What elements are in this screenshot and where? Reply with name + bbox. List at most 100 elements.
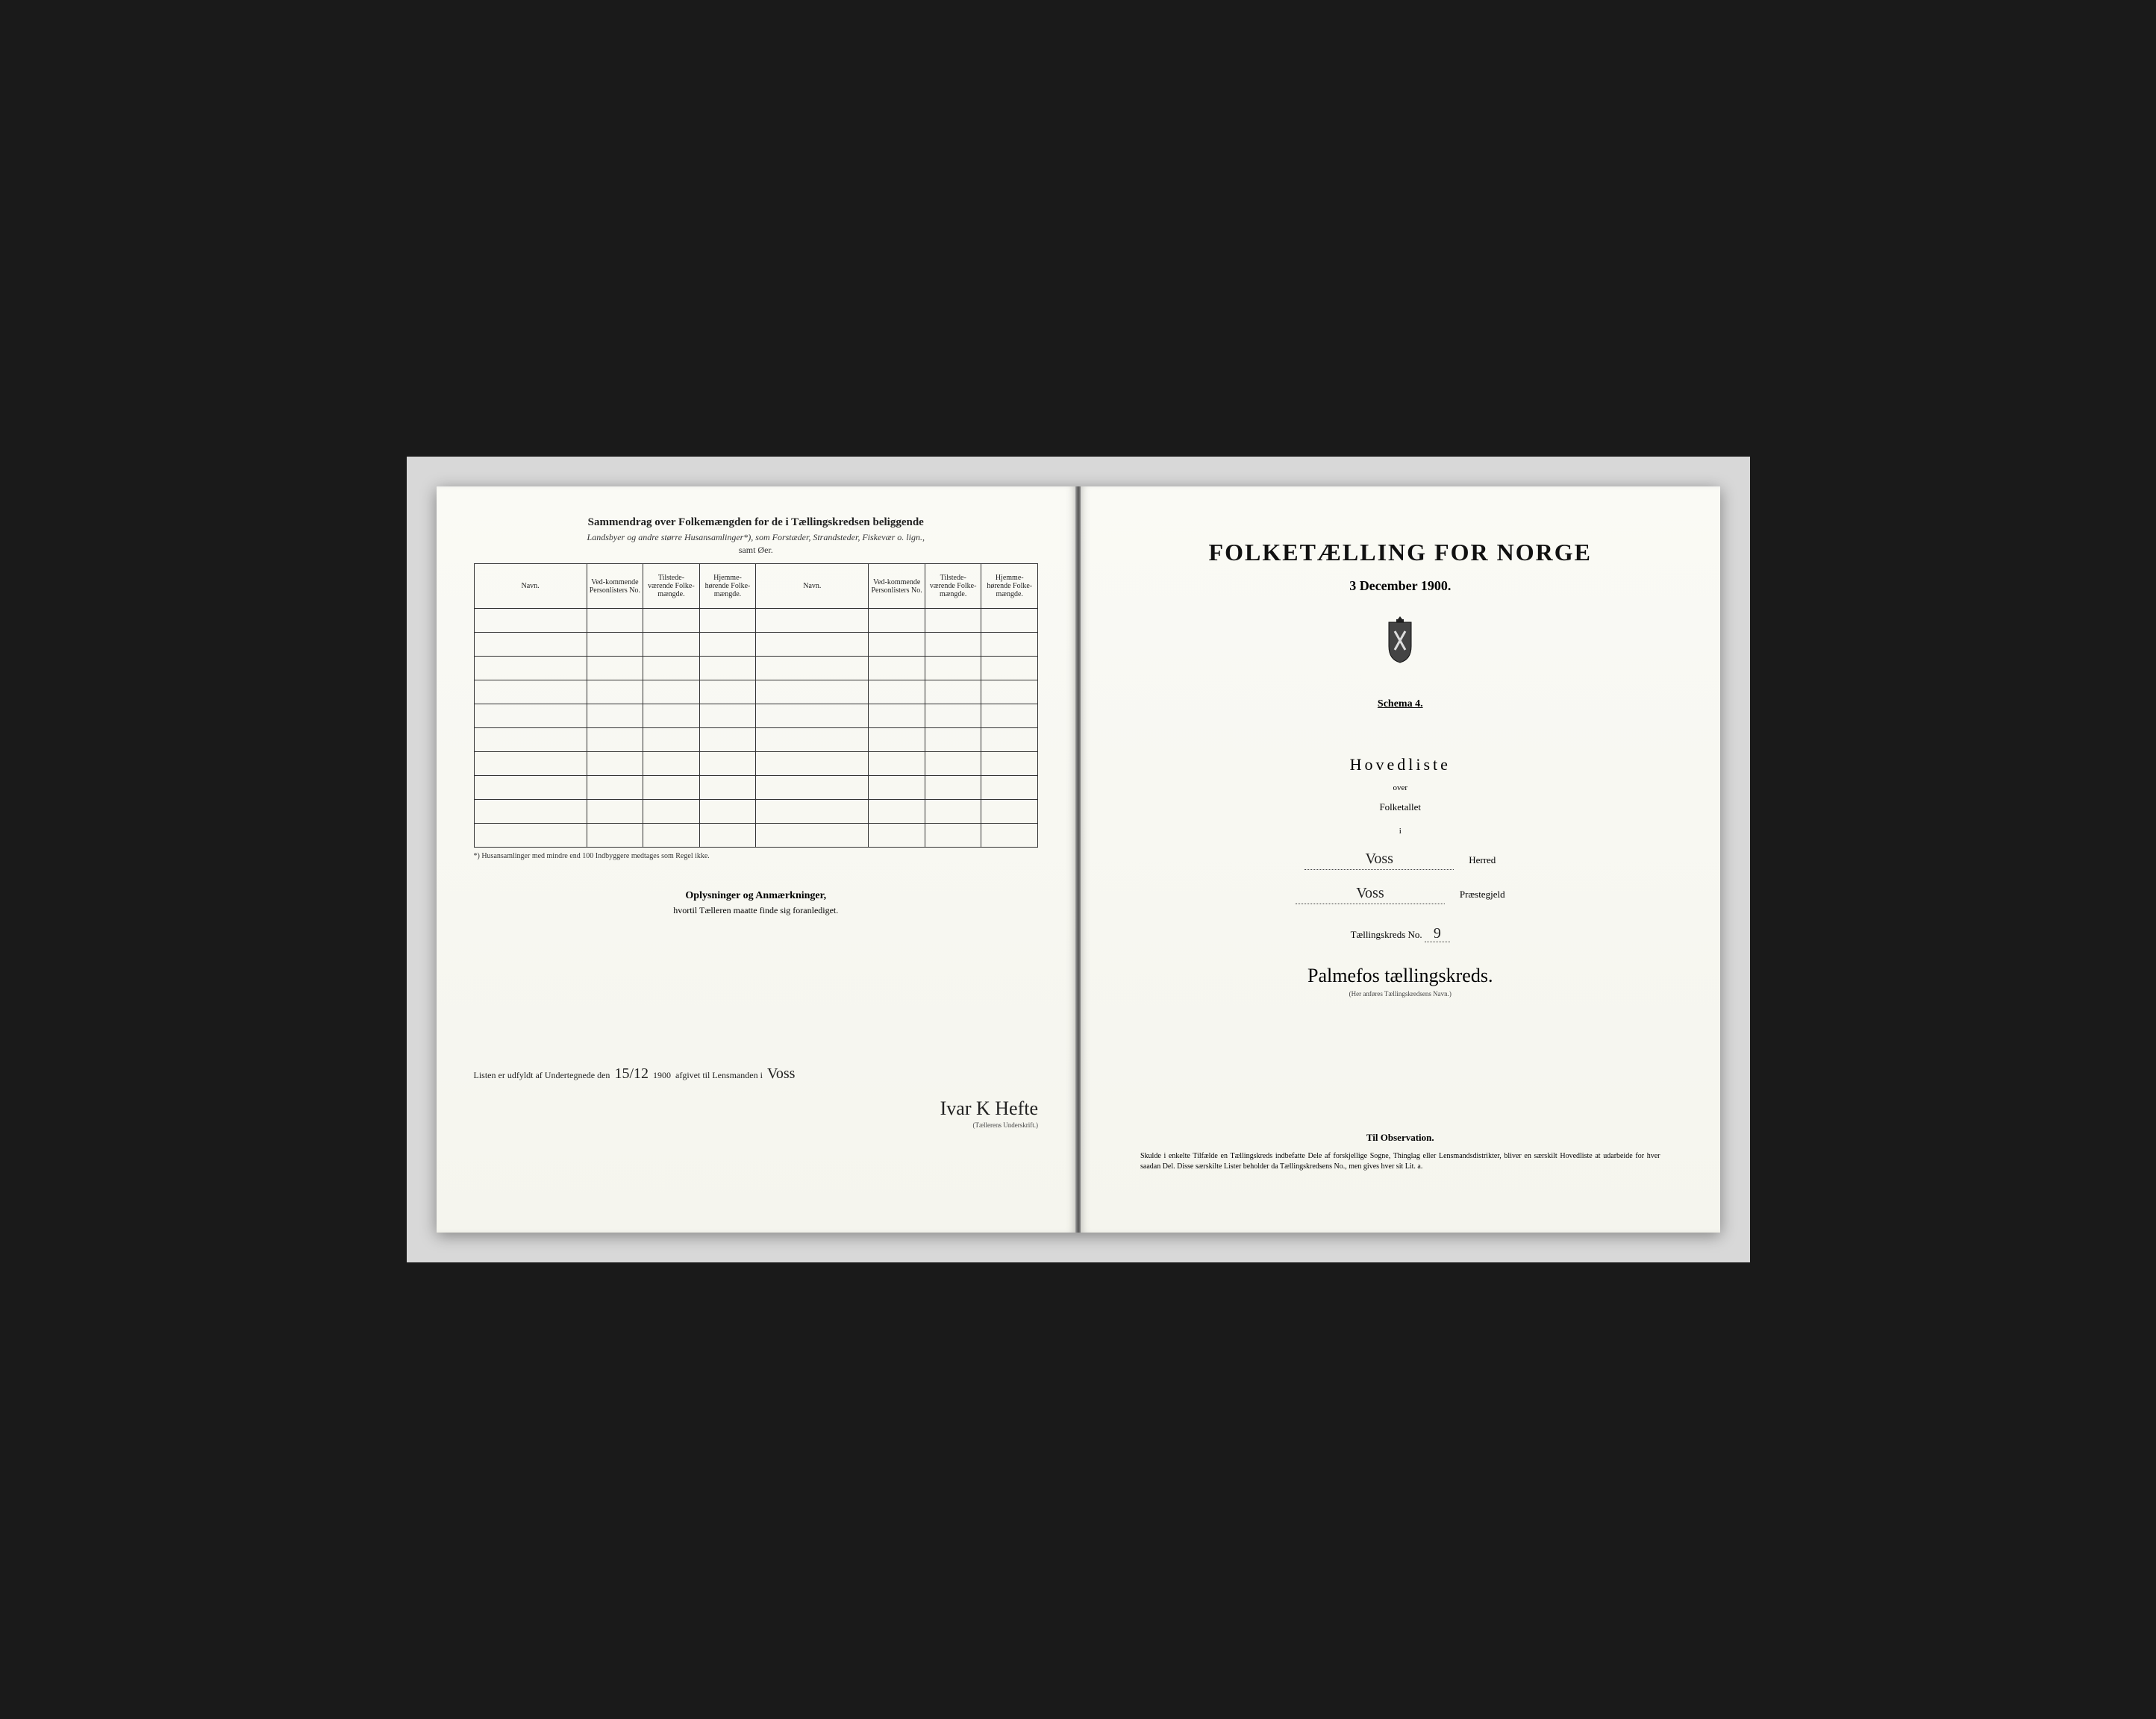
- herred-value: Voss: [1304, 851, 1454, 870]
- table-cell: [981, 824, 1038, 848]
- table-row: [474, 776, 1038, 800]
- table-cell: [699, 633, 756, 657]
- table-cell: [869, 609, 925, 633]
- oplysninger-sub: hvortil Tælleren maatte finde sig foranl…: [474, 905, 1039, 916]
- table-cell: [643, 800, 700, 824]
- table-cell: [699, 704, 756, 728]
- table-cell: [869, 728, 925, 752]
- table-cell: [981, 633, 1038, 657]
- table-cell: [643, 776, 700, 800]
- praestegjeld-row: Voss Præstegjeld: [1118, 885, 1683, 904]
- table-cell: [869, 752, 925, 776]
- observation-title: Til Observation.: [1118, 1132, 1683, 1144]
- table-cell: [643, 680, 700, 704]
- table-cell: [587, 657, 643, 680]
- table-cell: [474, 609, 587, 633]
- table-head: Navn. Ved-kommende Personlisters No. Til…: [474, 564, 1038, 609]
- table-cell: [756, 728, 869, 752]
- table-cell: [869, 657, 925, 680]
- table-cell: [474, 728, 587, 752]
- praestegjeld-value: Voss: [1296, 885, 1445, 904]
- table-cell: [981, 657, 1038, 680]
- table-cell: [474, 752, 587, 776]
- left-page: Sammendrag over Folkemængden for de i Tæ…: [437, 486, 1077, 1233]
- table-cell: [643, 728, 700, 752]
- table-cell: [474, 657, 587, 680]
- th-hjemme-2: Hjemme-hørende Folke-mængde.: [981, 564, 1038, 609]
- bottom-section: Listen er udfyldt af Undertegnede den 15…: [474, 1065, 1039, 1129]
- completion-year: 1900: [653, 1070, 671, 1081]
- table-cell: [756, 680, 869, 704]
- table-cell: [474, 704, 587, 728]
- table-cell: [587, 633, 643, 657]
- table-row: [474, 824, 1038, 848]
- right-page: FOLKETÆLLING FOR NORGE 3 December 1900. …: [1081, 486, 1720, 1233]
- table-cell: [981, 704, 1038, 728]
- table-cell: [587, 728, 643, 752]
- table-row: [474, 609, 1038, 633]
- coat-of-arms-icon: [1381, 616, 1419, 665]
- th-tilstede-1: Tilstede-værende Folke-mængde.: [643, 564, 700, 609]
- i-label: i: [1118, 827, 1683, 836]
- table-cell: [756, 752, 869, 776]
- open-book: Sammendrag over Folkemængden for de i Tæ…: [437, 486, 1720, 1233]
- th-personlisters-1: Ved-kommende Personlisters No.: [587, 564, 643, 609]
- table-cell: [643, 609, 700, 633]
- table-body: [474, 609, 1038, 848]
- table-cell: [756, 633, 869, 657]
- folketallet-label: Folketallet: [1118, 801, 1683, 813]
- tallingskreds-no-row: Tællingskreds No. 9: [1118, 925, 1683, 942]
- table-cell: [474, 680, 587, 704]
- herred-label: Herred: [1469, 854, 1496, 866]
- main-date: 3 December 1900.: [1118, 578, 1683, 594]
- oplysninger-title: Oplysninger og Anmærkninger,: [474, 890, 1039, 902]
- table-cell: [925, 657, 981, 680]
- table-cell: [474, 776, 587, 800]
- table-cell: [756, 776, 869, 800]
- table-cell: [869, 704, 925, 728]
- table-cell: [869, 680, 925, 704]
- table-cell: [643, 752, 700, 776]
- table-cell: [756, 609, 869, 633]
- table-cell: [981, 752, 1038, 776]
- table-cell: [756, 704, 869, 728]
- table-row: [474, 704, 1038, 728]
- hovedliste-title: Hovedliste: [1118, 755, 1683, 774]
- table-row: [474, 657, 1038, 680]
- tk-no-label: Tællingskreds No.: [1351, 929, 1422, 940]
- table-cell: [474, 800, 587, 824]
- table-cell: [981, 680, 1038, 704]
- th-navn-2: Navn.: [756, 564, 869, 609]
- table-cell: [756, 824, 869, 848]
- table-cell: [925, 824, 981, 848]
- completion-date: 15/12: [614, 1065, 649, 1083]
- th-navn-1: Navn.: [474, 564, 587, 609]
- table-cell: [869, 633, 925, 657]
- table-cell: [869, 800, 925, 824]
- table-cell: [756, 800, 869, 824]
- table-cell: [981, 800, 1038, 824]
- table-row: [474, 752, 1038, 776]
- table-cell: [869, 824, 925, 848]
- main-title: FOLKETÆLLING FOR NORGE: [1118, 539, 1683, 566]
- scan-frame: Sammendrag over Folkemængden for de i Tæ…: [407, 457, 1750, 1262]
- oplysninger-section: Oplysninger og Anmærkninger, hvortil Tæl…: [474, 890, 1039, 916]
- census-summary-table: Navn. Ved-kommende Personlisters No. Til…: [474, 563, 1039, 848]
- completion-prefix: Listen er udfyldt af Undertegnede den: [474, 1070, 610, 1081]
- table-cell: [587, 800, 643, 824]
- observation-section: Til Observation. Skulde i enkelte Tilfæl…: [1118, 1132, 1683, 1172]
- table-cell: [925, 728, 981, 752]
- table-cell: [643, 657, 700, 680]
- table-cell: [587, 609, 643, 633]
- completion-place: Voss: [767, 1065, 795, 1083]
- schema-label: Schema 4.: [1118, 698, 1683, 710]
- th-tilstede-2: Tilstede-værende Folke-mængde.: [925, 564, 981, 609]
- table-row: [474, 800, 1038, 824]
- signature-block: Ivar K Hefte (Tællerens Underskrift.): [474, 1098, 1039, 1129]
- table-footnote: *) Husansamlinger med mindre end 100 Ind…: [474, 852, 1039, 860]
- tallingskreds-caption: (Her anføres Tællingskredsens Navn.): [1118, 990, 1683, 998]
- table-cell: [643, 633, 700, 657]
- table-cell: [587, 704, 643, 728]
- observation-body: Skulde i enkelte Tilfælde en Tællingskre…: [1118, 1151, 1683, 1172]
- table-cell: [643, 704, 700, 728]
